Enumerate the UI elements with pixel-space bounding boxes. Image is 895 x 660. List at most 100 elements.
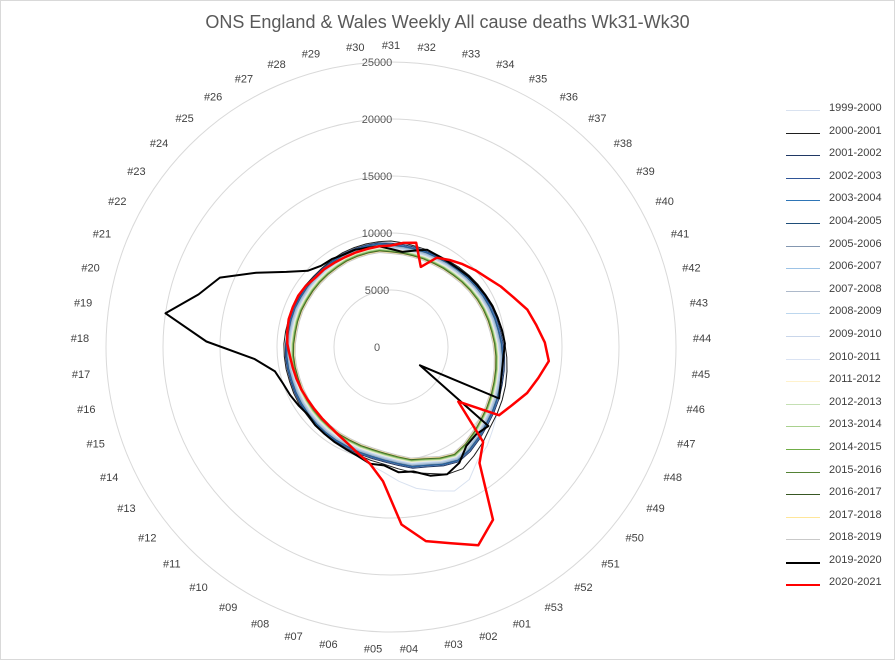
legend-swatch xyxy=(786,584,820,587)
legend-item: 2019-2020 xyxy=(786,552,891,575)
legend-label: 1999-2000 xyxy=(829,102,882,114)
category-label: #35 xyxy=(529,73,547,85)
category-label: #36 xyxy=(560,92,578,104)
chart-title: ONS England & Wales Weekly All cause dea… xyxy=(205,12,690,32)
series-line-2009-2010 xyxy=(289,246,500,464)
category-label: #27 xyxy=(235,73,253,85)
radial-tick-label: 10000 xyxy=(362,228,393,240)
series-line-2004-2005 xyxy=(286,244,503,467)
category-label: #31 xyxy=(382,40,400,52)
legend-item: 2006-2007 xyxy=(786,258,891,281)
category-label: #09 xyxy=(219,602,237,614)
legend-swatch xyxy=(786,426,820,428)
legend-swatch xyxy=(786,200,820,202)
legend-item: 2014-2015 xyxy=(786,439,891,462)
series-line-2010-2011 xyxy=(290,247,500,464)
category-label: #42 xyxy=(682,262,700,274)
series-line-2008-2009 xyxy=(288,246,501,465)
radial-gridline xyxy=(105,61,677,633)
category-label: #44 xyxy=(693,333,711,345)
category-label: #43 xyxy=(690,297,708,309)
radial-tick-label: 20000 xyxy=(362,114,393,126)
legend-label: 2006-2007 xyxy=(829,260,882,273)
legend-label: 2013-2014 xyxy=(829,418,882,431)
legend-swatch xyxy=(786,448,820,450)
series-line-2002-2003 xyxy=(285,242,504,468)
radial-gridline xyxy=(333,289,449,405)
category-label: #13 xyxy=(117,503,135,515)
legend-swatch xyxy=(786,245,820,247)
legend-swatch xyxy=(786,268,820,270)
series-line-2019-2020 xyxy=(164,245,506,477)
category-label: #20 xyxy=(81,262,99,274)
legend-item: 2007-2008 xyxy=(786,281,891,304)
category-label: #10 xyxy=(189,582,207,594)
legend-label: 2012-2013 xyxy=(829,395,882,408)
series-line-2014-2015 xyxy=(292,249,498,461)
category-label: #18 xyxy=(71,333,89,345)
series-line-2017-2018 xyxy=(294,251,496,460)
category-label: #38 xyxy=(614,138,632,150)
category-label: #34 xyxy=(496,59,514,71)
legend-label: 2016-2017 xyxy=(829,486,882,499)
category-label: #11 xyxy=(163,559,181,571)
legend-label: 2018-2019 xyxy=(829,531,882,544)
legend-swatch xyxy=(786,313,820,315)
radial-tick-label: 5000 xyxy=(365,285,389,297)
category-label: #45 xyxy=(692,369,710,381)
legend-swatch xyxy=(786,222,820,224)
category-label: #48 xyxy=(664,472,682,484)
category-label: #33 xyxy=(462,48,480,60)
category-label: #46 xyxy=(687,404,705,416)
legend-swatch xyxy=(786,381,820,383)
legend-label: 2011-2012 xyxy=(829,373,881,386)
legend-item: 1999-2000 xyxy=(786,100,891,123)
category-label: #47 xyxy=(677,439,695,451)
legend-swatch xyxy=(786,132,820,134)
legend-item: 2005-2006 xyxy=(786,236,891,259)
legend-label: 2002-2003 xyxy=(829,169,882,182)
legend-item: 2016-2017 xyxy=(786,484,891,507)
legend-label: 2003-2004 xyxy=(829,192,882,205)
category-label: #37 xyxy=(588,113,606,125)
category-label: #50 xyxy=(626,532,644,544)
category-label: #30 xyxy=(346,42,364,54)
legend-item: 2015-2016 xyxy=(786,462,891,485)
legend-item: 2003-2004 xyxy=(786,190,891,213)
category-label: #06 xyxy=(319,639,337,651)
category-label: #39 xyxy=(636,166,654,178)
legend-swatch xyxy=(786,155,820,157)
legend-item: 2004-2005 xyxy=(786,213,891,236)
category-label: #04 xyxy=(400,644,418,656)
legend-swatch xyxy=(786,494,820,496)
legend-swatch xyxy=(786,335,820,337)
legend-item: 2013-2014 xyxy=(786,416,891,439)
category-label: #29 xyxy=(302,48,320,60)
legend-item: 2020-2021 xyxy=(786,574,891,597)
series-line-2012-2013 xyxy=(291,248,499,462)
legend-item: 2011-2012 xyxy=(786,371,891,394)
series-line-2011-2012 xyxy=(290,248,499,463)
category-label: #12 xyxy=(138,532,156,544)
series-line-2015-2016 xyxy=(292,250,497,461)
legend-swatch xyxy=(786,471,820,473)
radial-gridline xyxy=(162,118,620,576)
category-label: #26 xyxy=(204,92,222,104)
legend-item: 2009-2010 xyxy=(786,326,891,349)
legend-label: 2008-2009 xyxy=(829,305,882,318)
legend-item: 2010-2011 xyxy=(786,349,891,372)
category-label: #17 xyxy=(72,369,90,381)
category-label: #23 xyxy=(127,166,145,178)
category-label: #05 xyxy=(364,644,382,656)
category-labels: #31 #32 #33 #34 #35 #36 #37 #38 #39 #40 #41 #42 #43 #… xyxy=(71,40,712,656)
category-label: #41 xyxy=(671,229,689,241)
legend: 1999-2000 2000-2001 2001-2002 2002-2003 2003… xyxy=(786,100,891,597)
category-label: #02 xyxy=(479,631,497,643)
series-line-2020-2021 xyxy=(286,241,551,547)
legend-item: 2008-2009 xyxy=(786,303,891,326)
legend-swatch xyxy=(786,403,820,405)
category-label: #01 xyxy=(513,618,531,630)
legend-label: 2005-2006 xyxy=(829,237,882,250)
